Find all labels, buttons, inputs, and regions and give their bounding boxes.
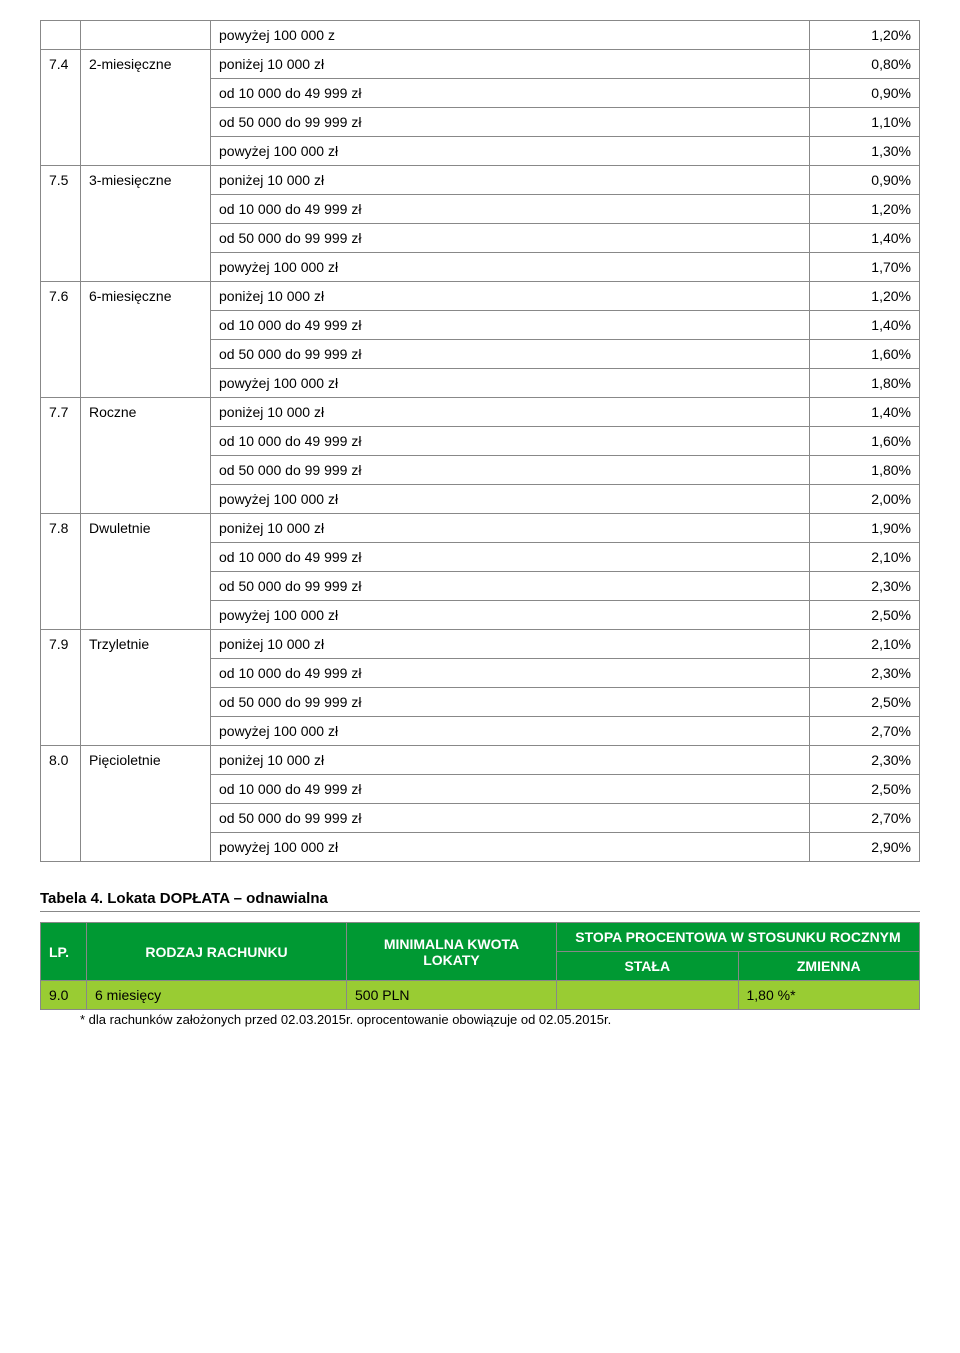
table-row: 7.8Dwuletnieponiżej 10 000 zł1,90%	[41, 514, 920, 543]
hdr-min: MINIMALNA KWOTA LOKATY	[347, 923, 557, 981]
row-number: 7.9	[41, 630, 81, 746]
row-desc: od 50 000 do 99 999 zł	[211, 340, 810, 369]
row-pct: 1,10%	[810, 108, 920, 137]
row-desc: od 50 000 do 99 999 zł	[211, 108, 810, 137]
row-desc: od 50 000 do 99 999 zł	[211, 804, 810, 833]
row-number: 7.5	[41, 166, 81, 282]
row-desc: powyżej 100 000 z	[211, 21, 810, 50]
row-pct: 1,80%	[810, 456, 920, 485]
hdr-zmienna: ZMIENNA	[738, 952, 920, 981]
row-rodzaj: 6 miesięcy	[87, 981, 347, 1010]
row-pct: 2,00%	[810, 485, 920, 514]
row-label: 6-miesięczne	[81, 282, 211, 398]
row-label: Trzyletnie	[81, 630, 211, 746]
row-pct: 1,40%	[810, 311, 920, 340]
row-pct: 2,70%	[810, 804, 920, 833]
row-pct: 2,10%	[810, 630, 920, 659]
table-row: powyżej 100 000 z1,20%	[41, 21, 920, 50]
row-number: 7.8	[41, 514, 81, 630]
row-desc: poniżej 10 000 zł	[211, 398, 810, 427]
row-label: 3-miesięczne	[81, 166, 211, 282]
row-pct: 2,10%	[810, 543, 920, 572]
row-lp: 9.0	[41, 981, 87, 1010]
row-pct: 1,30%	[810, 137, 920, 166]
row-number: 8.0	[41, 746, 81, 862]
row-pct: 2,50%	[810, 775, 920, 804]
row-pct: 2,50%	[810, 601, 920, 630]
table-row: 7.53-miesięczneponiżej 10 000 zł0,90%	[41, 166, 920, 195]
table4-title: Tabela 4. Lokata DOPŁATA – odnawialna	[40, 890, 920, 912]
row-label: Dwuletnie	[81, 514, 211, 630]
row-pct: 2,30%	[810, 659, 920, 688]
row-desc: od 50 000 do 99 999 zł	[211, 572, 810, 601]
row-label: Pięcioletnie	[81, 746, 211, 862]
row-pct: 1,20%	[810, 195, 920, 224]
green-table: LP. RODZAJ RACHUNKU MINIMALNA KWOTA LOKA…	[40, 922, 920, 1010]
row-pct: 1,40%	[810, 398, 920, 427]
row-desc: powyżej 100 000 zł	[211, 137, 810, 166]
row-pct: 0,80%	[810, 50, 920, 79]
row-desc: od 50 000 do 99 999 zł	[211, 224, 810, 253]
row-pct: 2,30%	[810, 572, 920, 601]
row-pct: 0,90%	[810, 79, 920, 108]
row-desc: powyżej 100 000 zł	[211, 253, 810, 282]
row-pct: 2,90%	[810, 833, 920, 862]
row-pct: 0,90%	[810, 166, 920, 195]
rates-table: powyżej 100 000 z1,20%7.42-miesięcznepon…	[40, 20, 920, 862]
row-pct: 2,70%	[810, 717, 920, 746]
row-pct: 1,60%	[810, 427, 920, 456]
row-desc: poniżej 10 000 zł	[211, 50, 810, 79]
row-desc: powyżej 100 000 zł	[211, 369, 810, 398]
row-desc: powyżej 100 000 zł	[211, 833, 810, 862]
row-number: 7.4	[41, 50, 81, 166]
row-pct: 1,20%	[810, 282, 920, 311]
row-number: 7.7	[41, 398, 81, 514]
hdr-stopa: STOPA PROCENTOWA W STOSUNKU ROCZNYM	[557, 923, 920, 952]
row-desc: poniżej 10 000 zł	[211, 282, 810, 311]
row-label: 2-miesięczne	[81, 50, 211, 166]
row-desc: od 10 000 do 49 999 zł	[211, 79, 810, 108]
row-desc: od 50 000 do 99 999 zł	[211, 688, 810, 717]
table-row: 7.66-miesięczneponiżej 10 000 zł1,20%	[41, 282, 920, 311]
table-row: 8.0Pięcioletnieponiżej 10 000 zł2,30%	[41, 746, 920, 775]
row-pct: 1,40%	[810, 224, 920, 253]
row-stala	[557, 981, 739, 1010]
row-desc: poniżej 10 000 zł	[211, 166, 810, 195]
row-number: 7.6	[41, 282, 81, 398]
row-desc: od 10 000 do 49 999 zł	[211, 195, 810, 224]
row-pct: 1,90%	[810, 514, 920, 543]
table-row: 7.9Trzyletnieponiżej 10 000 zł2,10%	[41, 630, 920, 659]
row-desc: powyżej 100 000 zł	[211, 717, 810, 746]
row-pct: 1,80%	[810, 369, 920, 398]
row-zmienna: 1,80 %*	[738, 981, 920, 1010]
row-desc: od 10 000 do 49 999 zł	[211, 427, 810, 456]
row-desc: od 50 000 do 99 999 zł	[211, 456, 810, 485]
row-desc: powyżej 100 000 zł	[211, 485, 810, 514]
row-pct: 2,30%	[810, 746, 920, 775]
hdr-lp: LP.	[41, 923, 87, 981]
row-pct: 1,70%	[810, 253, 920, 282]
footnote: * dla rachunków założonych przed 02.03.2…	[80, 1012, 920, 1027]
row-number	[41, 21, 81, 50]
row-desc: od 10 000 do 49 999 zł	[211, 311, 810, 340]
hdr-stala: STAŁA	[557, 952, 739, 981]
row-pct: 1,20%	[810, 21, 920, 50]
row-desc: poniżej 10 000 zł	[211, 514, 810, 543]
hdr-rodzaj: RODZAJ RACHUNKU	[87, 923, 347, 981]
row-pct: 2,50%	[810, 688, 920, 717]
row-label: Roczne	[81, 398, 211, 514]
row-pct: 1,60%	[810, 340, 920, 369]
row-desc: poniżej 10 000 zł	[211, 746, 810, 775]
table-row: 7.42-miesięczneponiżej 10 000 zł0,80%	[41, 50, 920, 79]
row-label	[81, 21, 211, 50]
row-desc: od 10 000 do 49 999 zł	[211, 775, 810, 804]
row-desc: od 10 000 do 49 999 zł	[211, 659, 810, 688]
row-desc: powyżej 100 000 zł	[211, 601, 810, 630]
row-min: 500 PLN	[347, 981, 557, 1010]
row-desc: poniżej 10 000 zł	[211, 630, 810, 659]
row-desc: od 10 000 do 49 999 zł	[211, 543, 810, 572]
table-row: 7.7Roczneponiżej 10 000 zł1,40%	[41, 398, 920, 427]
